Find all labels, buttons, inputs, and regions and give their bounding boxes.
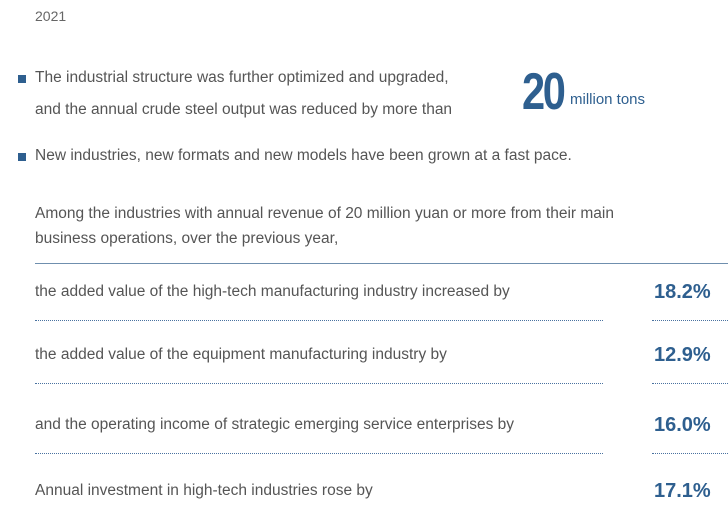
row-value: 16.0% — [654, 414, 711, 436]
year: 2021 — [35, 8, 67, 24]
row-label: the added value of the high-tech manufac… — [35, 283, 510, 300]
row-value: 12.9% — [654, 344, 711, 366]
row-label: the added value of the equipment manufac… — [35, 346, 447, 363]
row-value: 17.1% — [654, 480, 711, 502]
intro-text: Among the industries with annual revenue… — [35, 205, 614, 222]
row-value: 18.2% — [654, 281, 711, 303]
dotted-divider — [35, 453, 603, 454]
bullet-text: and the annual crude steel output was re… — [35, 101, 453, 118]
bullet-text: The industrial structure was further opt… — [35, 69, 449, 86]
dotted-divider — [652, 383, 728, 384]
dotted-divider — [35, 383, 603, 384]
row-label: and the operating income of strategic em… — [35, 416, 515, 433]
dotted-divider — [652, 453, 728, 454]
highlight-number: 20 — [522, 63, 566, 121]
bullet-text: New industries, new formats and new mode… — [35, 147, 572, 164]
bullet-icon — [18, 75, 26, 83]
dotted-divider — [35, 320, 603, 321]
intro-text: business operations, over the previous y… — [35, 230, 339, 247]
bullet-icon — [18, 153, 26, 161]
row-label: Annual investment in high-tech industrie… — [35, 482, 373, 499]
dotted-divider — [652, 320, 728, 321]
divider — [35, 263, 728, 264]
highlight-unit: million tons — [570, 91, 646, 108]
